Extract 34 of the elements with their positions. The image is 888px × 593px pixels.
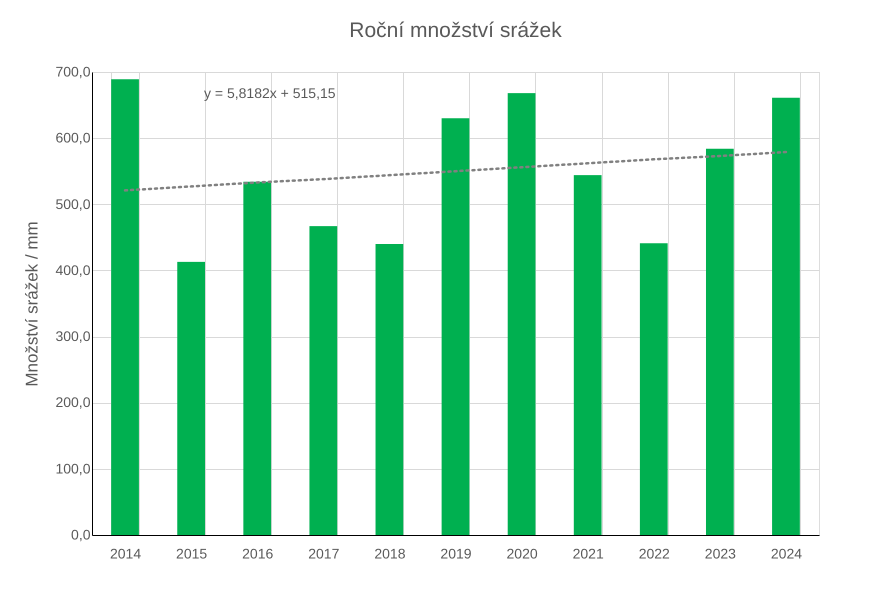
x-tick-label: 2023 [704, 546, 736, 562]
bar [640, 243, 668, 535]
y-tick-label: 600,0 [55, 130, 91, 146]
x-tick-label: 2018 [374, 546, 406, 562]
bar [442, 118, 470, 535]
y-tick-label: 100,0 [55, 460, 91, 476]
x-tick-label: 2015 [176, 546, 208, 562]
y-tick-label: 300,0 [55, 328, 91, 344]
x-tick-label: 2021 [572, 546, 604, 562]
x-tick-label: 2014 [110, 546, 142, 562]
y-tick-label: 700,0 [55, 64, 91, 80]
annotation: y = 5,8182x + 515,15 [204, 85, 336, 101]
bar [111, 79, 139, 535]
bar [243, 182, 272, 535]
bar [772, 98, 800, 535]
x-tick-label: 2016 [242, 546, 274, 562]
bar [706, 148, 734, 535]
y-tick-label: 500,0 [55, 196, 91, 212]
x-tick-label: 2017 [308, 546, 340, 562]
line-series [124, 150, 788, 192]
x-tick-label: 2024 [770, 546, 802, 562]
bar [574, 175, 602, 535]
x-tick-label: 2019 [440, 546, 472, 562]
bar [508, 93, 536, 535]
bar [177, 262, 206, 535]
y-axis-title: Množství srážek / mm [22, 221, 42, 387]
x-tick-label: 2020 [506, 546, 538, 562]
bar [309, 226, 338, 535]
chart-title: Roční množství srážek [349, 19, 562, 42]
bar [376, 244, 404, 535]
x-tick-label: 2022 [638, 546, 670, 562]
y-tick-label: 0,0 [71, 526, 91, 542]
y-tick-label: 200,0 [55, 394, 91, 410]
y-tick-label: 400,0 [55, 262, 91, 278]
